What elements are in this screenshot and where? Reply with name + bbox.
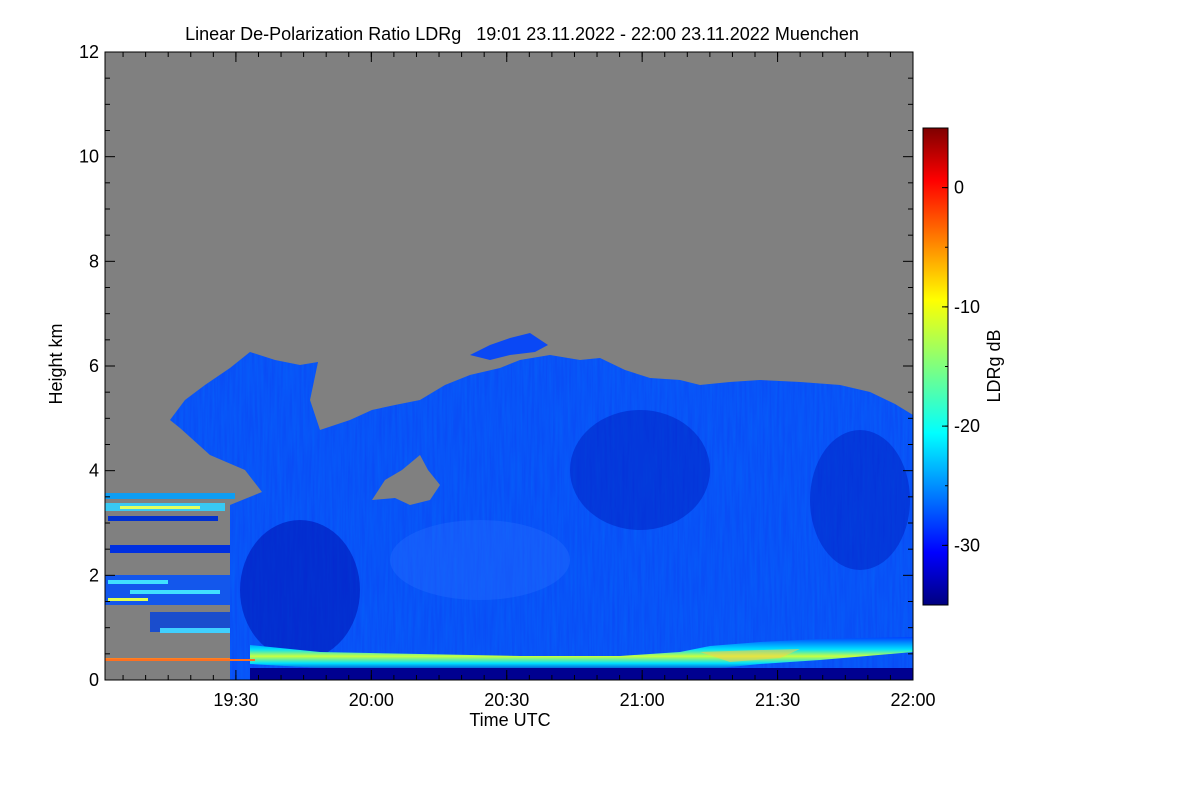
boundary-layer xyxy=(250,637,913,672)
x-tick-label: 22:00 xyxy=(890,690,935,710)
y-tick-label: 10 xyxy=(79,147,99,167)
colorbar-tick-label: 0 xyxy=(954,178,964,198)
colorbar xyxy=(922,127,949,606)
colorbar-tick-label: -20 xyxy=(954,416,980,436)
colorbar-axis: 0 -10 -20 -30 xyxy=(942,127,980,606)
y-tick-label: 8 xyxy=(89,251,99,271)
x-axis-label: Time UTC xyxy=(469,710,550,730)
left-echo-band xyxy=(105,493,255,661)
colorbar-label: LDRg dB xyxy=(984,329,1004,402)
y-tick-label: 0 xyxy=(89,670,99,690)
x-tick-label: 21:00 xyxy=(620,690,665,710)
x-axis: 19:30 20:00 20:30 21:00 21:30 22:00 xyxy=(122,52,936,710)
x-tick-label: 20:00 xyxy=(349,690,394,710)
colorbar-tick-label: -10 xyxy=(954,297,980,317)
x-tick-label: 20:30 xyxy=(484,690,529,710)
colorbar-tick-label: -30 xyxy=(954,535,980,555)
y-axis-label: Height km xyxy=(46,323,66,404)
chart-title: Linear De-Polarization Ratio LDRg 19:01 … xyxy=(185,24,859,44)
y-axis: 0 2 4 6 8 10 12 xyxy=(79,42,913,690)
x-tick-label: 21:30 xyxy=(755,690,800,710)
y-tick-label: 2 xyxy=(89,565,99,585)
y-tick-label: 6 xyxy=(89,356,99,376)
y-tick-label: 12 xyxy=(79,42,99,62)
x-tick-label: 19:30 xyxy=(213,690,258,710)
ldr-heatmap xyxy=(105,333,913,680)
y-tick-label: 4 xyxy=(89,461,99,481)
